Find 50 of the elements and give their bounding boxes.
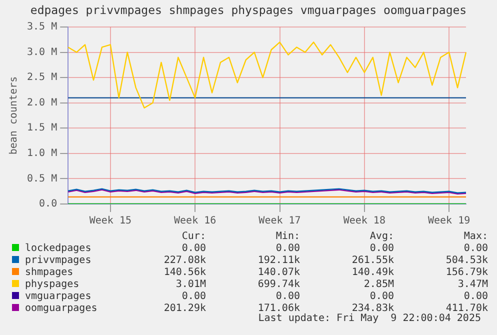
text: 0.00 <box>180 290 206 302</box>
text: 411.70k <box>444 302 488 314</box>
y-tick-label: 3.0 M <box>26 46 58 58</box>
text: 140.07k <box>256 266 300 278</box>
x-tick-label: Week 17 <box>258 216 301 227</box>
text: 0.00 <box>462 290 488 302</box>
text: 0.00 <box>274 242 300 254</box>
text: 201.29k <box>162 302 206 314</box>
text: Max: <box>462 230 488 242</box>
text: 0.00 <box>180 242 206 254</box>
x-tick-label: Week 15 <box>89 216 132 227</box>
x-tick-label: Week 19 <box>428 216 470 227</box>
text: Avg: <box>368 230 394 242</box>
text: 699.74k <box>256 278 300 290</box>
text: 3.01M <box>174 278 206 290</box>
legend-label: physpages <box>24 278 80 290</box>
text: 171.06k <box>256 302 300 314</box>
text: 192.11k <box>256 254 300 266</box>
y-tick-label: 1.5 M <box>26 122 58 134</box>
text: 0.00 <box>368 290 394 302</box>
text: 504.53k <box>444 254 488 266</box>
text: Cur: <box>180 230 206 242</box>
text: 0.00 <box>368 242 394 254</box>
y-tick-label: 2.0 M <box>26 97 58 108</box>
text: Min: <box>274 230 300 242</box>
y-tick-label: 3.5 M <box>26 22 58 33</box>
y-tick-label: 2.5 M <box>26 72 58 84</box>
text: 140.49k <box>350 266 394 278</box>
text: Last update: Fri May 9 22:00:04 2025 <box>258 313 481 324</box>
text: 227.08k <box>162 254 206 266</box>
chart-title: edpages privvmpages shmpages physpages vmguarpages oomguarpages <box>29 3 468 17</box>
text: 261.55k <box>350 254 394 266</box>
y-tick-label: 0.0 <box>39 198 58 210</box>
text: 3.47M <box>456 278 488 290</box>
y-tick-label: 1.0 M <box>26 148 58 160</box>
text: 156.79k <box>444 266 488 278</box>
legend-label: vmguarpages <box>24 290 92 302</box>
x-tick-label: Week 16 <box>174 216 216 227</box>
legend-label: privvmpages <box>24 254 92 266</box>
text: 0.00 <box>462 242 488 254</box>
text: 2.85M <box>362 278 394 290</box>
legend-label: oomguarpages <box>24 302 98 314</box>
legend-label: lockedpages <box>24 242 92 254</box>
text: 0.00 <box>274 290 300 302</box>
x-tick-label: Week 18 <box>343 216 386 227</box>
legend-label: shmpages <box>24 266 74 278</box>
y-tick-label: 0.5 M <box>26 173 58 184</box>
text: 140.56k <box>162 266 206 278</box>
y-axis-title: bean counters <box>8 76 20 155</box>
text: 234.83k <box>352 302 394 314</box>
